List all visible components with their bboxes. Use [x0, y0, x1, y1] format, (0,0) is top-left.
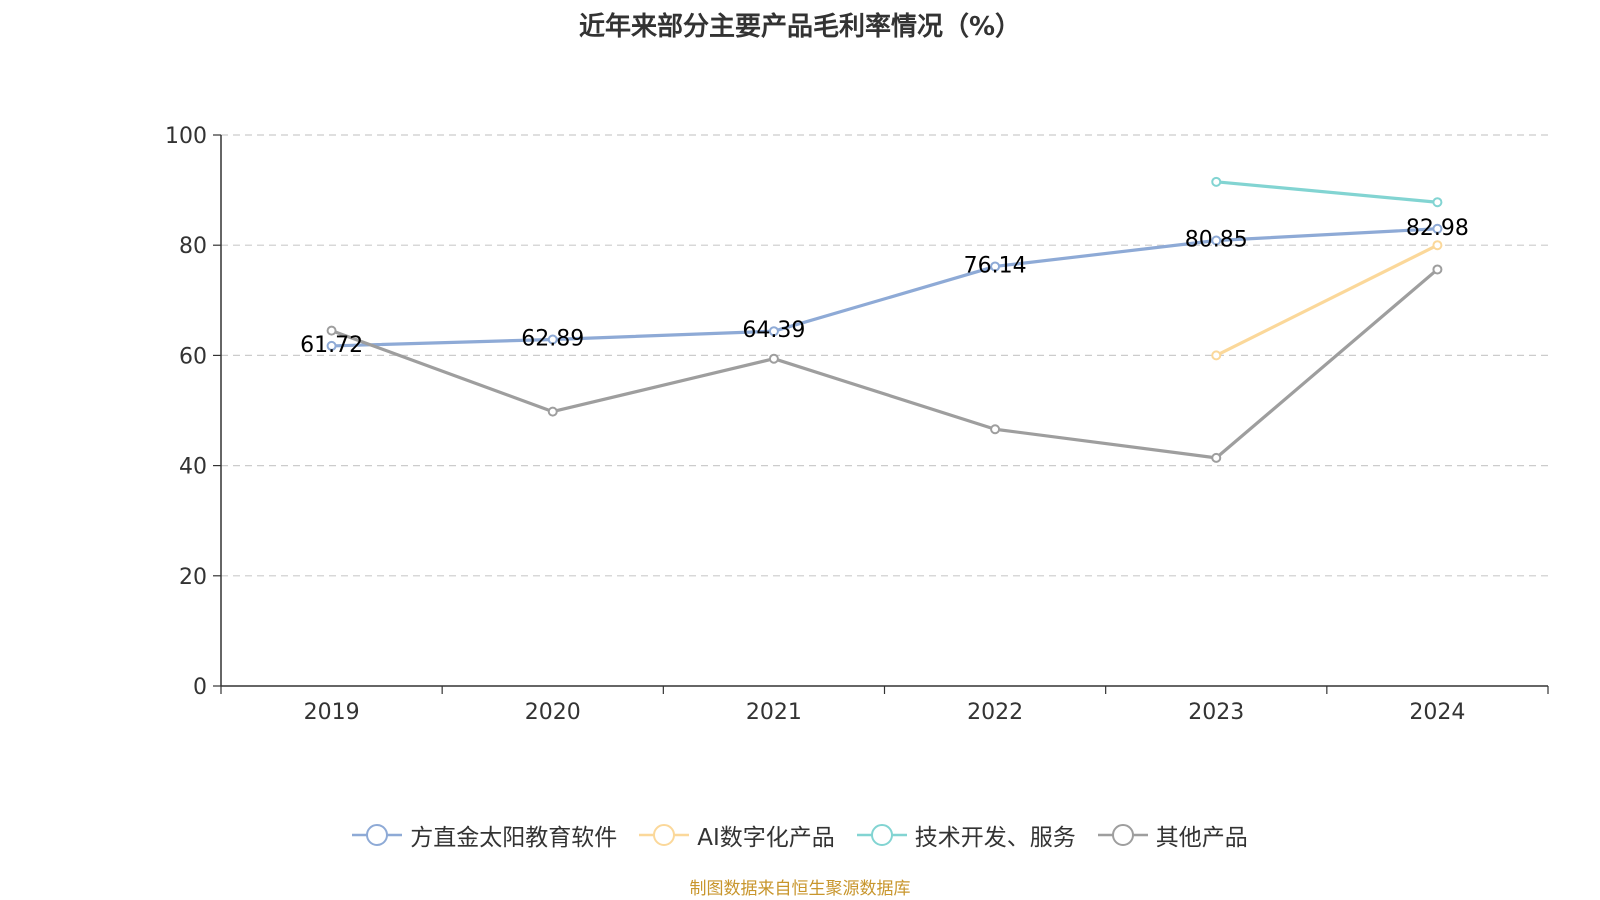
- series-4-point: [768, 353, 779, 364]
- data-label: 82.98: [1406, 216, 1469, 241]
- series-3-point: [1432, 197, 1443, 208]
- series-3-point: [1211, 176, 1222, 187]
- y-tick-label: 80: [179, 234, 207, 259]
- legend-marker-icon: [352, 824, 403, 846]
- x-tick-label: 2019: [304, 700, 360, 725]
- legend-item-4[interactable]: 其他产品: [1097, 818, 1248, 852]
- data-source-note: 制图数据来自恒生聚源数据库: [689, 879, 911, 899]
- x-tick-label: 2024: [1409, 700, 1465, 725]
- series-4-point: [1432, 264, 1443, 275]
- series-1-point: [1432, 223, 1443, 234]
- chart-legend: 方直金太阳教育软件 AI数字化产品 技术开发、服务 其他产品: [0, 818, 1600, 852]
- legend-marker-icon: [1097, 824, 1148, 846]
- y-tick-label: 0: [193, 675, 207, 700]
- series-1-point: [768, 326, 779, 337]
- legend-item-3[interactable]: 技术开发、服务: [856, 818, 1076, 852]
- legend-label: 其他产品: [1155, 825, 1248, 851]
- legend-label: 方直金太阳教育软件: [410, 825, 618, 851]
- chart-title: 近年来部分主要产品毛利率情况（%）: [578, 12, 1022, 42]
- data-label: 61.72: [300, 333, 363, 358]
- series-line-2: [1215, 243, 1439, 357]
- x-tick-label: 2020: [525, 700, 581, 725]
- series-2-point: [1211, 350, 1222, 361]
- data-label: 80.85: [1185, 228, 1248, 253]
- legend-marker-icon: [856, 824, 907, 846]
- x-tick-label: 2022: [967, 700, 1023, 725]
- series-4-point: [1211, 452, 1222, 463]
- y-tick-label: 40: [179, 455, 207, 480]
- legend-item-1[interactable]: 方直金太阳教育软件: [352, 818, 617, 852]
- legend-label: AI数字化产品: [697, 825, 835, 851]
- y-tick-label: 20: [179, 565, 207, 590]
- series-line-4: [331, 268, 1439, 460]
- series-line-1: [331, 227, 1438, 348]
- series-4-point: [547, 406, 558, 417]
- series-line-3: [1216, 180, 1438, 204]
- series-1-point: [990, 261, 1001, 272]
- data-label: 64.39: [742, 318, 805, 343]
- legend-label: 技术开发、服务: [914, 825, 1076, 851]
- x-tick-label: 2021: [746, 700, 802, 725]
- data-label: 62.89: [521, 326, 584, 351]
- series-1-point: [1211, 235, 1222, 246]
- data-label: 76.14: [964, 253, 1027, 278]
- series-2-point: [1432, 240, 1443, 251]
- y-tick-label: 100: [165, 124, 207, 149]
- series-1-point: [326, 340, 337, 351]
- legend-item-2[interactable]: AI数字化产品: [639, 818, 835, 852]
- x-tick-label: 2023: [1188, 700, 1244, 725]
- legend-marker-icon: [639, 824, 690, 846]
- series-4-point: [990, 424, 1001, 435]
- series-1-point: [547, 334, 558, 345]
- y-tick-label: 60: [179, 344, 207, 369]
- series-4-point: [326, 325, 337, 336]
